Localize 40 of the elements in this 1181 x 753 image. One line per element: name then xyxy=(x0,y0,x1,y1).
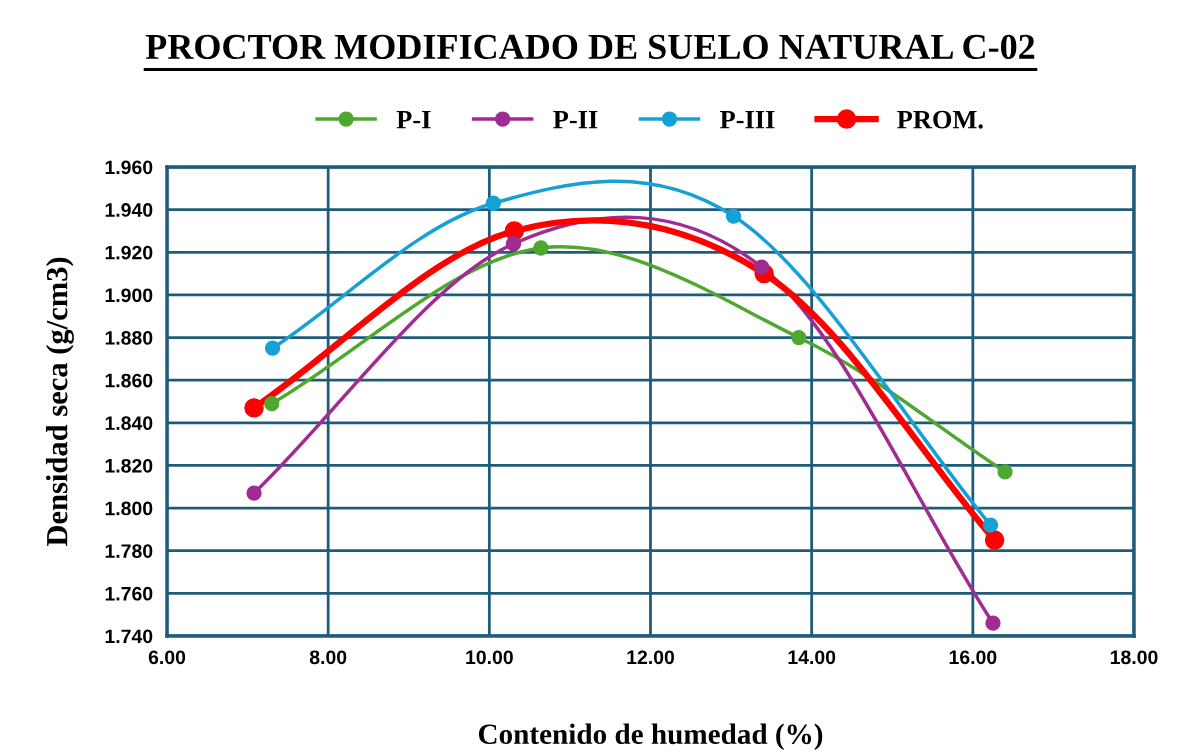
point xyxy=(246,485,262,501)
legend-label: P-II xyxy=(553,110,598,129)
y-tick-label: 1.780 xyxy=(105,544,153,558)
point xyxy=(791,329,807,346)
legend-label: P-III xyxy=(720,110,775,129)
y-tick-label: 1.960 xyxy=(105,160,153,175)
x-tick-label: 18.00 xyxy=(1110,650,1158,665)
point xyxy=(264,395,280,412)
point xyxy=(984,530,1005,550)
point xyxy=(505,236,522,252)
legend-label: PROM. xyxy=(897,110,983,129)
x-tick-label: 6.00 xyxy=(148,650,186,665)
legend-label: P-I xyxy=(396,110,431,129)
y-tick-label: 1.800 xyxy=(105,501,153,516)
x-tick-label: 16.00 xyxy=(949,650,997,665)
point xyxy=(244,398,264,418)
point xyxy=(485,195,502,211)
y-tick-label: 1.900 xyxy=(105,288,153,303)
chart-title: PROCTOR MODIFICADO DE SUELO NATURAL C-02 xyxy=(145,34,1035,60)
y-tick-label: 1.880 xyxy=(105,331,153,345)
y-tick-label: 1.740 xyxy=(105,629,153,644)
x-tick-label: 10.00 xyxy=(466,650,513,665)
point xyxy=(533,240,549,256)
y-axis-title: Densidad seca (g/cm3) xyxy=(45,257,74,547)
point xyxy=(997,464,1013,480)
y-tick-label: 1.840 xyxy=(105,416,153,431)
y-tick-label: 1.860 xyxy=(105,373,153,388)
y-tick-label: 1.820 xyxy=(105,458,153,473)
x-tick-label: 14.00 xyxy=(788,650,836,665)
x-tick-label: 8.00 xyxy=(309,650,347,665)
y-tick-label: 1.940 xyxy=(105,203,153,217)
point xyxy=(264,340,281,356)
x-tick-label: 12.00 xyxy=(627,650,675,665)
x-axis-title: Contenido de humedad (%) xyxy=(478,723,823,751)
point xyxy=(754,259,770,275)
y-tick-label: 1.760 xyxy=(105,586,153,601)
point xyxy=(982,517,999,533)
y-tick-label: 1.920 xyxy=(105,245,153,260)
point xyxy=(725,208,742,224)
point xyxy=(985,615,1001,631)
